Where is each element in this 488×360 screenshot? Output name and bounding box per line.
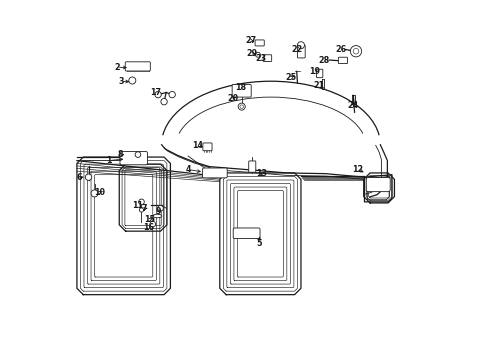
Text: 17: 17 [150,88,161,97]
Text: 3: 3 [118,77,123,86]
Text: 2: 2 [114,63,120,72]
Text: 8: 8 [117,150,123,159]
Circle shape [255,52,260,57]
Text: 19: 19 [308,67,319,76]
FancyBboxPatch shape [263,55,271,62]
Circle shape [161,99,167,105]
FancyBboxPatch shape [203,143,212,151]
FancyBboxPatch shape [202,168,227,178]
Circle shape [128,77,136,84]
FancyBboxPatch shape [366,177,389,192]
Circle shape [297,42,304,49]
Text: 10: 10 [94,188,105,197]
FancyBboxPatch shape [232,84,251,97]
Text: 11: 11 [131,201,142,210]
Ellipse shape [153,214,162,218]
Circle shape [85,174,92,180]
FancyBboxPatch shape [125,62,150,71]
Circle shape [91,190,98,197]
Circle shape [139,199,144,205]
Text: 18: 18 [234,83,245,92]
Text: 26: 26 [334,45,346,54]
Circle shape [240,105,243,108]
FancyBboxPatch shape [316,69,322,78]
FancyBboxPatch shape [120,152,147,165]
Text: 13: 13 [256,169,267,178]
FancyBboxPatch shape [338,57,347,64]
Text: 5: 5 [255,239,261,248]
Text: 20: 20 [227,94,238,103]
Text: 29: 29 [246,49,257,58]
Text: 7: 7 [141,204,146,213]
Text: 23: 23 [255,54,266,63]
Circle shape [169,91,175,98]
FancyBboxPatch shape [255,40,264,46]
Circle shape [158,206,163,211]
Text: 27: 27 [245,36,256,45]
Text: 28: 28 [318,56,329,65]
Circle shape [155,91,161,98]
Circle shape [238,103,244,110]
Text: 9: 9 [155,207,161,216]
Text: 22: 22 [290,45,302,54]
Text: 6: 6 [77,173,82,182]
Text: 24: 24 [347,101,358,110]
Circle shape [139,208,143,212]
Text: 16: 16 [143,223,154,232]
Circle shape [135,152,141,157]
Text: 12: 12 [352,165,363,174]
Text: 25: 25 [285,73,296,82]
Text: 14: 14 [192,141,203,150]
Text: 4: 4 [185,165,190,174]
FancyBboxPatch shape [248,161,255,172]
Circle shape [150,221,155,227]
Circle shape [349,46,361,57]
Text: 21: 21 [312,81,324,90]
FancyBboxPatch shape [297,45,305,58]
Circle shape [352,48,358,54]
FancyBboxPatch shape [233,228,260,239]
Text: 1: 1 [106,156,111,165]
Text: 15: 15 [144,215,155,224]
